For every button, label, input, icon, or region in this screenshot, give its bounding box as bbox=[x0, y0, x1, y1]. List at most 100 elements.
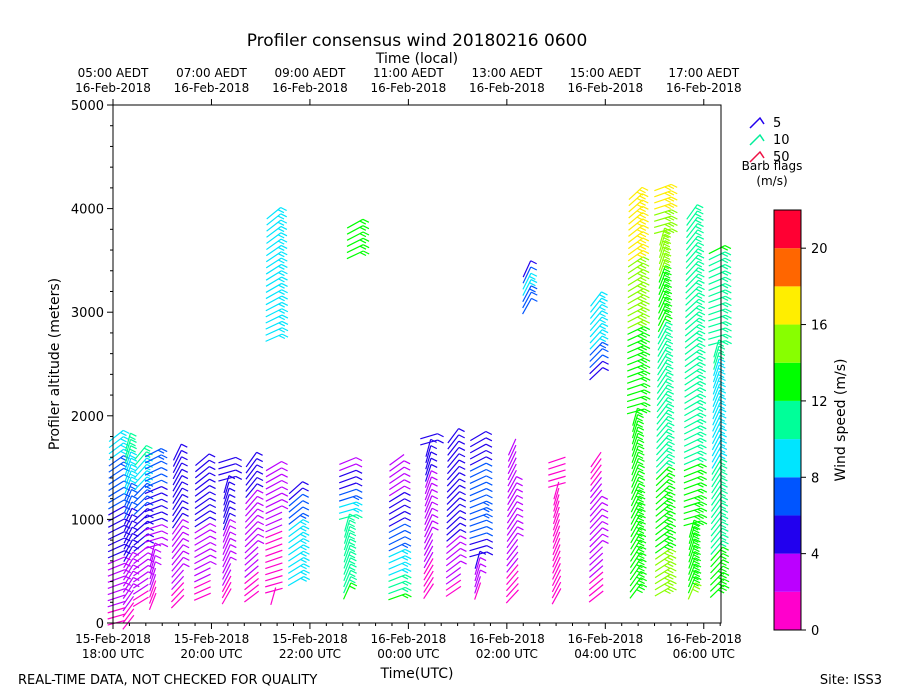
barb-feather bbox=[638, 495, 646, 500]
barb-feather bbox=[719, 467, 726, 472]
barb-feather bbox=[161, 530, 169, 535]
barb-feather bbox=[356, 495, 363, 500]
barb-feather bbox=[640, 564, 647, 569]
barb-feather bbox=[667, 403, 675, 408]
barb-feather bbox=[636, 210, 644, 215]
barb-feather bbox=[638, 470, 645, 475]
wind-barb bbox=[122, 570, 140, 587]
barb-feather bbox=[459, 510, 467, 515]
wind-barb bbox=[589, 520, 609, 536]
barb-shaft bbox=[388, 510, 405, 521]
barb-feather bbox=[664, 258, 672, 263]
wind-barb bbox=[655, 460, 676, 474]
wind-barb bbox=[684, 399, 707, 411]
barb-shaft bbox=[589, 329, 603, 344]
barb-shaft bbox=[123, 501, 133, 519]
colorbar-frame bbox=[773, 209, 802, 631]
barb-shaft bbox=[658, 246, 666, 265]
wind-barb bbox=[132, 596, 149, 608]
barb-feather bbox=[642, 218, 649, 223]
wind-barb bbox=[658, 277, 672, 296]
barb-feather bbox=[146, 444, 153, 450]
wind-barb bbox=[144, 486, 168, 495]
barb-feather bbox=[256, 470, 264, 475]
barb-shaft bbox=[656, 397, 669, 413]
wind-barb bbox=[343, 563, 357, 582]
barb-shaft bbox=[222, 531, 231, 549]
wind-barb bbox=[552, 525, 561, 543]
x-tick-label-date: 15-Feb-2018 bbox=[75, 632, 151, 646]
barb-feather bbox=[696, 439, 704, 444]
barb-feather bbox=[639, 214, 647, 219]
barb-feather bbox=[302, 519, 310, 524]
barb-feather bbox=[636, 247, 644, 252]
barb-feather bbox=[643, 364, 651, 369]
wind-barb bbox=[552, 550, 561, 568]
wind-barb bbox=[445, 573, 462, 585]
barb-shaft bbox=[265, 505, 283, 515]
wind-barb bbox=[445, 547, 467, 561]
barb-shaft bbox=[589, 297, 603, 313]
barb-feather bbox=[403, 466, 411, 471]
barb-shaft bbox=[171, 575, 185, 591]
barb-shaft bbox=[590, 470, 602, 486]
barb-feather bbox=[696, 357, 703, 362]
wind-barb bbox=[711, 452, 728, 469]
barb-feather bbox=[459, 528, 467, 534]
barb-shaft bbox=[218, 456, 236, 464]
wind-barb bbox=[218, 463, 242, 470]
barb-feather bbox=[529, 275, 536, 280]
barb-feather bbox=[665, 431, 673, 436]
barb-feather bbox=[665, 362, 672, 367]
wind-barb bbox=[630, 539, 647, 556]
wind-barb bbox=[685, 292, 705, 306]
wind-barb bbox=[655, 523, 677, 536]
barb-feather bbox=[235, 456, 242, 461]
barb-shaft bbox=[134, 463, 148, 479]
wind-barb bbox=[630, 514, 646, 531]
barb-feather bbox=[640, 302, 647, 307]
barb-feather bbox=[696, 414, 704, 419]
wind-barb bbox=[388, 580, 412, 589]
barb-shaft bbox=[423, 558, 434, 575]
barb-feather bbox=[281, 473, 288, 478]
barb-feather bbox=[431, 482, 438, 487]
barb-feather bbox=[637, 322, 644, 327]
barb-feather bbox=[154, 554, 162, 560]
barb-feather bbox=[640, 296, 647, 301]
barb-shaft bbox=[655, 479, 670, 493]
wind-barb bbox=[343, 551, 357, 569]
barb-feather bbox=[146, 457, 153, 462]
wind-barb bbox=[657, 308, 673, 326]
wind-barb bbox=[445, 566, 462, 579]
wind-barb bbox=[506, 570, 519, 586]
barb-shaft bbox=[221, 575, 232, 593]
wind-barb bbox=[656, 409, 675, 425]
barb-shaft bbox=[522, 298, 532, 315]
wind-barb bbox=[342, 582, 358, 600]
barb-shaft bbox=[469, 449, 487, 460]
wind-barb bbox=[655, 510, 676, 523]
barb-shaft bbox=[134, 445, 147, 460]
wind-barb bbox=[655, 453, 676, 468]
barb-feather bbox=[696, 363, 703, 369]
wind-barb bbox=[266, 213, 288, 226]
barb-feather bbox=[348, 548, 356, 553]
barb-feather bbox=[693, 497, 701, 502]
wind-barb bbox=[388, 561, 412, 570]
barb-feather bbox=[639, 545, 647, 550]
barb-feather bbox=[404, 491, 411, 496]
barb-feather bbox=[696, 345, 703, 350]
barb-feather bbox=[256, 451, 263, 456]
barb-feather bbox=[405, 580, 412, 585]
barb-shaft bbox=[343, 545, 351, 563]
barb-feather bbox=[667, 203, 675, 209]
barb-feather bbox=[668, 485, 676, 490]
barb-feather bbox=[696, 426, 704, 431]
barb-shaft bbox=[424, 482, 433, 501]
barb-feather bbox=[725, 340, 732, 345]
barb-feather bbox=[161, 492, 168, 497]
wind-barb bbox=[266, 206, 287, 220]
wind-barb bbox=[265, 524, 283, 533]
barb-feather bbox=[601, 335, 609, 340]
